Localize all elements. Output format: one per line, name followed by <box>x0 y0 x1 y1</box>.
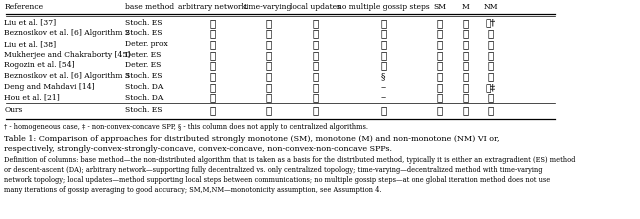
Text: ✗: ✗ <box>437 40 444 49</box>
Text: ✗: ✗ <box>209 72 215 81</box>
Text: ✓: ✓ <box>209 51 215 60</box>
Text: ✗: ✗ <box>462 51 468 60</box>
Text: ✓: ✓ <box>313 94 319 102</box>
Text: ✗: ✗ <box>313 30 319 39</box>
Text: Stoch. ES: Stoch. ES <box>125 106 163 114</box>
Text: Stoch. DA: Stoch. DA <box>125 94 163 102</box>
Text: ✓: ✓ <box>380 62 387 71</box>
Text: ✓: ✓ <box>437 30 444 39</box>
Text: ✗: ✗ <box>265 19 271 28</box>
Text: arbitrary network: arbitrary network <box>178 3 246 11</box>
Text: ✗: ✗ <box>462 83 468 92</box>
Text: ✗: ✗ <box>488 30 493 39</box>
Text: Stoch. ES: Stoch. ES <box>125 19 163 27</box>
Text: ✗: ✗ <box>265 30 271 39</box>
Text: Ours: Ours <box>4 106 23 114</box>
Text: or descent-ascent (DA); arbitrary network—supporting fully decentralized vs. onl: or descent-ascent (DA); arbitrary networ… <box>4 166 543 174</box>
Text: Deng and Mahdavi [14]: Deng and Mahdavi [14] <box>4 83 95 91</box>
Text: ✗: ✗ <box>209 94 215 102</box>
Text: Table 1: Comparison of approaches for distributed strongly monotone (SM), monoto: Table 1: Comparison of approaches for di… <box>4 135 500 143</box>
Text: ✓: ✓ <box>462 30 468 39</box>
Text: ✓: ✓ <box>209 40 215 49</box>
Text: ✗: ✗ <box>462 94 468 102</box>
Text: respectively, strongly-convex-strongly-concave, convex-concave, non-convex-non-c: respectively, strongly-convex-strongly-c… <box>4 145 392 153</box>
Text: ✓: ✓ <box>313 83 319 92</box>
Text: ✗: ✗ <box>313 62 319 71</box>
Text: ✗: ✗ <box>437 19 444 28</box>
Text: Stoch. ES: Stoch. ES <box>125 30 163 37</box>
Text: §: § <box>381 72 385 81</box>
Text: ✓: ✓ <box>437 106 444 115</box>
Text: ✗: ✗ <box>488 51 493 60</box>
Text: ✗: ✗ <box>209 83 215 92</box>
Text: network topology; local updates—method supporting local steps between communicat: network topology; local updates—method s… <box>4 176 551 184</box>
Text: ✓: ✓ <box>313 72 319 81</box>
Text: ✓‡: ✓‡ <box>486 83 495 92</box>
Text: Deter. ES: Deter. ES <box>125 62 161 69</box>
Text: Reference: Reference <box>4 3 44 11</box>
Text: Stoch. DA: Stoch. DA <box>125 83 163 91</box>
Text: ✗: ✗ <box>313 40 319 49</box>
Text: Rogozin et al. [54]: Rogozin et al. [54] <box>4 62 75 69</box>
Text: ✓: ✓ <box>380 106 387 115</box>
Text: ✗: ✗ <box>488 94 493 102</box>
Text: many iterations of gossip averaging to good accuracy; SM,M,NM—monotonicity assum: many iterations of gossip averaging to g… <box>4 186 382 194</box>
Text: base method: base method <box>125 3 174 11</box>
Text: ✓: ✓ <box>380 51 387 60</box>
Text: ✓: ✓ <box>380 40 387 49</box>
Text: ✗: ✗ <box>265 72 271 81</box>
Text: ✓: ✓ <box>437 83 444 92</box>
Text: ✗: ✗ <box>265 83 271 92</box>
Text: SM: SM <box>434 3 447 11</box>
Text: ✗: ✗ <box>462 40 468 49</box>
Text: ✗: ✗ <box>265 40 271 49</box>
Text: ✗: ✗ <box>313 51 319 60</box>
Text: † - homogeneous case, ‡ - non-convex-concave SPP, § - this column does not apply: † - homogeneous case, ‡ - non-convex-con… <box>4 123 369 131</box>
Text: –: – <box>381 94 386 102</box>
Text: Liu et al. [38]: Liu et al. [38] <box>4 40 56 48</box>
Text: Hou et al. [21]: Hou et al. [21] <box>4 94 60 102</box>
Text: ✓: ✓ <box>209 30 215 39</box>
Text: ✓: ✓ <box>437 72 444 81</box>
Text: M: M <box>461 3 469 11</box>
Text: ✓: ✓ <box>437 51 444 60</box>
Text: ✓†: ✓† <box>486 19 496 28</box>
Text: ✗: ✗ <box>488 72 493 81</box>
Text: Definition of columns: base method—the non-distributed algorithm that is taken a: Definition of columns: base method—the n… <box>4 156 576 164</box>
Text: ✗: ✗ <box>313 19 319 28</box>
Text: ✗: ✗ <box>380 30 387 39</box>
Text: ✓: ✓ <box>209 19 215 28</box>
Text: ✓: ✓ <box>462 106 468 115</box>
Text: –: – <box>381 83 386 92</box>
Text: ✓: ✓ <box>488 40 493 49</box>
Text: ✓: ✓ <box>437 94 444 102</box>
Text: local updates: local updates <box>291 3 341 11</box>
Text: ✓: ✓ <box>488 106 493 115</box>
Text: Liu et al. [37]: Liu et al. [37] <box>4 19 56 27</box>
Text: Deter. prox: Deter. prox <box>125 40 168 48</box>
Text: no multiple gossip steps: no multiple gossip steps <box>337 3 429 11</box>
Text: ✓: ✓ <box>265 106 271 115</box>
Text: ✗: ✗ <box>265 62 271 71</box>
Text: ✗: ✗ <box>380 19 387 28</box>
Text: Beznosikov et al. [6] Algorithm 3: Beznosikov et al. [6] Algorithm 3 <box>4 72 131 80</box>
Text: ✗: ✗ <box>462 19 468 28</box>
Text: ✓: ✓ <box>209 106 215 115</box>
Text: Stoch. ES: Stoch. ES <box>125 72 163 80</box>
Text: ✗: ✗ <box>265 94 271 102</box>
Text: ✓: ✓ <box>209 62 215 71</box>
Text: Deter. ES: Deter. ES <box>125 51 161 59</box>
Text: Mukherjee and Chakraborty [45]: Mukherjee and Chakraborty [45] <box>4 51 131 59</box>
Text: ✗: ✗ <box>462 72 468 81</box>
Text: ✓: ✓ <box>462 62 468 71</box>
Text: ✗: ✗ <box>437 62 444 71</box>
Text: ✓: ✓ <box>313 106 319 115</box>
Text: ✗: ✗ <box>265 51 271 60</box>
Text: NM: NM <box>483 3 498 11</box>
Text: time-varying: time-varying <box>244 3 292 11</box>
Text: Beznosikov et al. [6] Algorithm 2: Beznosikov et al. [6] Algorithm 2 <box>4 30 130 37</box>
Text: ✗: ✗ <box>488 62 493 71</box>
